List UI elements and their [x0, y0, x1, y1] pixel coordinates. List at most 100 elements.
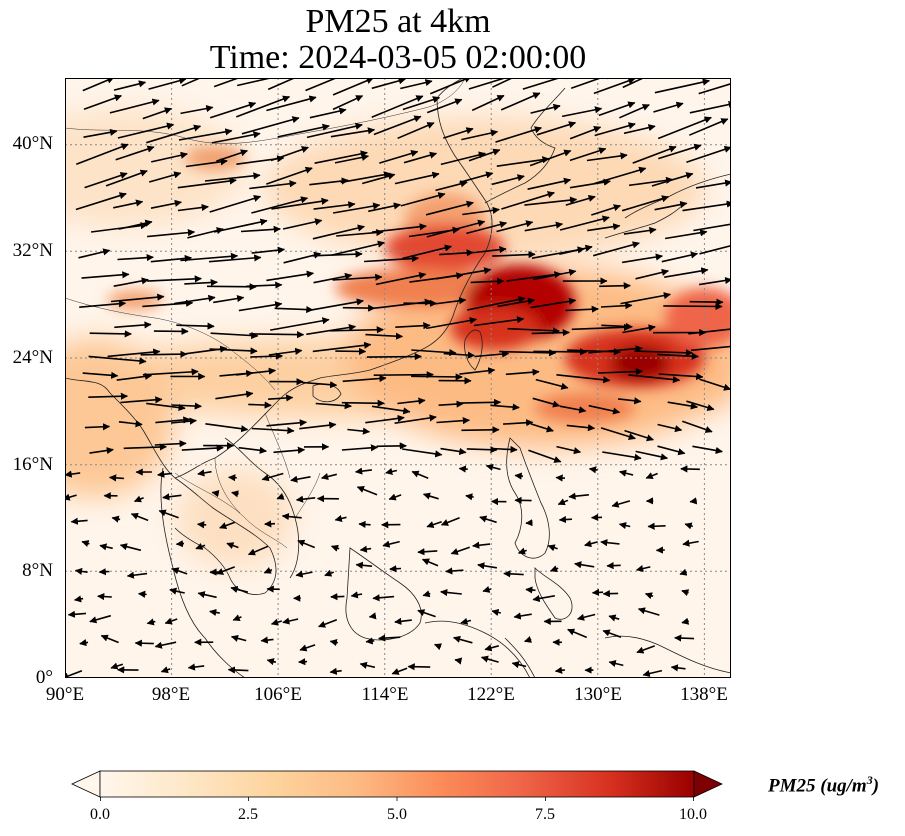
wind-arrow [611, 500, 631, 508]
wind-arrow [268, 347, 303, 356]
wind-arrow [636, 645, 655, 654]
wind-arrow [435, 180, 468, 192]
wind-arrow [680, 465, 700, 473]
wind-arrow [684, 522, 694, 530]
wind-arrow [332, 95, 364, 111]
wind-arrow [445, 567, 464, 575]
wind-arrow [532, 397, 561, 408]
wind-arrow [688, 118, 729, 136]
wind-arrow [266, 95, 317, 112]
wind-arrow [105, 169, 148, 187]
wind-arrow [210, 331, 259, 340]
wind-arrow [148, 78, 187, 90]
wind-arrow [82, 371, 119, 379]
wind-arrow [438, 400, 464, 408]
wind-arrow [699, 378, 731, 391]
wind-arrow [197, 469, 212, 477]
wind-arrow [150, 254, 193, 263]
wind-arrow [536, 121, 577, 136]
wind-arrow [411, 373, 463, 381]
wind-arrow [209, 254, 262, 263]
wind-arrow [312, 250, 363, 258]
wind-arrow [584, 540, 598, 548]
wind-arrow [462, 206, 500, 216]
wind-arrow [535, 378, 569, 390]
wind-arrow [402, 96, 441, 111]
wind-arrow [623, 124, 656, 135]
wind-arrow [271, 197, 329, 210]
wind-arrow [366, 352, 422, 361]
lat-tick-0: 0° [35, 667, 53, 688]
wind-arrow [270, 618, 283, 626]
wind-arrow [686, 400, 715, 411]
wind-arrow [645, 472, 658, 479]
wind-arrow [117, 122, 175, 139]
wind-arrow [522, 78, 572, 90]
wind-arrow [89, 330, 132, 338]
pm25-map [65, 78, 731, 678]
wind-arrow [507, 327, 560, 335]
wind-arrow [466, 446, 498, 454]
wind-arrow [142, 299, 194, 308]
wind-arrow [450, 546, 470, 555]
wind-arrow [429, 297, 467, 306]
wind-arrow [371, 95, 424, 119]
wind-arrow [313, 201, 356, 210]
wind-arrow [79, 639, 89, 647]
wind-arrow [305, 78, 338, 92]
wind-arrow [178, 128, 233, 141]
wind-arrow [209, 194, 262, 213]
wind-arrow [290, 475, 311, 483]
wind-arrow [599, 282, 631, 290]
wind-arrow [434, 643, 443, 651]
wind-arrow [376, 442, 407, 450]
wind-arrow [443, 127, 474, 139]
wind-arrow [267, 78, 297, 91]
wind-arrow [682, 539, 699, 547]
wind-arrow [468, 78, 520, 90]
wind-arrow [119, 543, 142, 552]
wind-arrow [89, 446, 114, 455]
wind-arrow [608, 660, 624, 668]
wind-arrow [301, 381, 338, 389]
wind-arrow [490, 403, 520, 411]
wind-arrow [689, 298, 724, 306]
wind-arrow [554, 666, 566, 674]
wind-arrow [569, 147, 607, 162]
wind-arrow [330, 127, 376, 138]
wind-arrow [440, 516, 460, 526]
wind-arrow [249, 331, 305, 339]
wind-arrow [439, 249, 474, 257]
wind-arrow [309, 177, 349, 186]
wind-arrow [314, 150, 368, 164]
wind-arrow [681, 589, 690, 597]
wind-arrow [341, 444, 379, 452]
wind-arrow [342, 304, 376, 312]
wind-arrow [84, 423, 111, 431]
wind-arrow [436, 267, 492, 280]
figure-title-line1: PM25 at 4km [305, 3, 491, 40]
wind-arrow [577, 613, 596, 621]
wind-arrow [411, 470, 429, 479]
wind-arrow [74, 567, 88, 575]
wind-arrow [530, 103, 561, 114]
wind-arrow [426, 521, 442, 529]
wind-arrow [559, 405, 587, 414]
wind-arrow [485, 463, 501, 471]
wind-arrow [501, 191, 555, 210]
wind-arrow [160, 666, 171, 674]
wind-arrow [154, 440, 187, 448]
wind-arrow [436, 417, 471, 425]
wind-arrow [453, 635, 473, 644]
wind-arrow [251, 246, 286, 254]
wind-arrow [692, 445, 723, 455]
wind-arrow [461, 426, 500, 434]
wind-arrow [113, 80, 147, 91]
wind-arrow [466, 221, 508, 235]
wind-arrow [674, 634, 695, 642]
wind-arrow [81, 540, 90, 547]
wind-arrow [474, 350, 510, 358]
wind-arrow [313, 272, 353, 284]
wind-arrow [482, 585, 492, 593]
wind-arrow [330, 544, 340, 552]
